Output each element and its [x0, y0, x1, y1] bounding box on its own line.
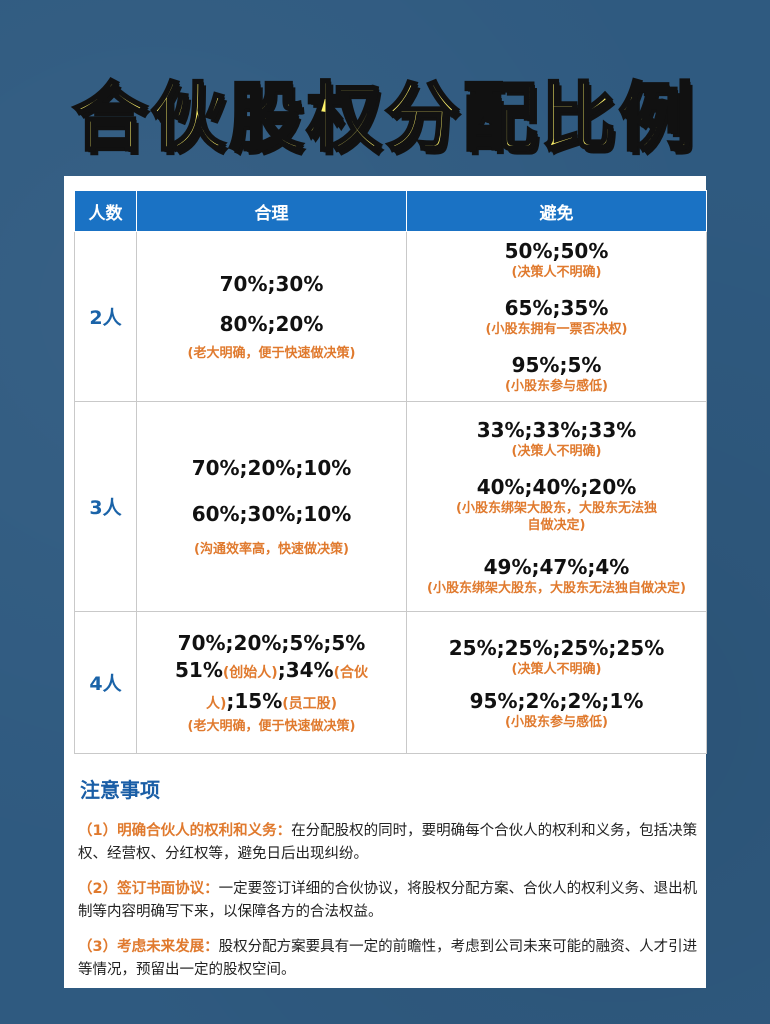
row-count: 4人 — [74, 611, 137, 754]
notice-item: （3）考虑未来发展：股权分配方案要具有一定的前瞻性，考虑到公司未来可能的融资、人… — [78, 939, 698, 978]
notice-heading: 注意事项 — [75, 774, 189, 806]
content-card: 人数 合理 避免 2人 70%;30% 80%;20% (老大明确，便于快速做决… — [64, 176, 707, 988]
reasonable-cell: 70%;30% 80%;20% (老大明确，便于快速做决策) — [136, 231, 407, 402]
note-text: (沟通效率高，快速做决策) — [194, 542, 349, 557]
table-row: 3人 70%;20%;10% 60%;30%;10% (沟通效率高，快速做决策)… — [74, 401, 707, 612]
notice-item: （2）签订书面协议：一定要签订详细的合伙协议，将股权分配方案、合伙人的权利义务、… — [78, 881, 698, 920]
ratio-text: 70%;20%;5%;5% — [177, 631, 366, 655]
header-reasonable: 合理 — [136, 190, 407, 232]
reasonable-cell: 70%;20%;5%;5% 51%(创始人);34%(合伙人);15%(员工股)… — [136, 611, 407, 754]
ratio-text: 40%;40%;20% — [476, 474, 637, 499]
ratio-text: 33%;33%;33% — [476, 417, 637, 442]
reasonable-cell: 70%;20%;10% 60%;30%;10% (沟通效率高，快速做决策) — [136, 401, 407, 612]
note-text: (小股东参与感低) — [505, 379, 608, 394]
note-text: (小股东参与感低) — [505, 714, 608, 730]
note-text: (小股东拥有一票否决权) — [485, 322, 628, 337]
note-text: (决策人不明确) — [511, 661, 602, 677]
equity-table: 人数 合理 避免 2人 70%;30% 80%;20% (老大明确，便于快速做决… — [74, 190, 707, 754]
avoid-cell: 25%;25%;25%;25% (决策人不明确) 95%;2%;2%;1% (小… — [406, 611, 707, 754]
ratio-text: 60%;30%;10% — [191, 502, 352, 526]
note-text: (小股东绑架大股东，大股东无法独自做决定) — [456, 500, 657, 533]
note-text: (老大明确，便于快速做决策) — [187, 346, 356, 361]
avoid-cell: 50%;50% (决策人不明确) 65%;35% (小股东拥有一票否决权) 95… — [406, 231, 707, 402]
ratio-text: 49%;47%;4% — [483, 554, 630, 579]
row-count: 2人 — [74, 231, 137, 402]
note-text: (小股东绑架大股东，大股东无法独自做决定) — [427, 580, 686, 596]
notice-item: （1）明确合伙人的权利和义务：在分配股权的同时，要明确每个合伙人的权利和义务，包… — [78, 823, 698, 862]
note-text: (决策人不明确) — [511, 265, 602, 280]
page-title: 合伙股权分配比例 — [72, 74, 697, 163]
header-avoid: 避免 — [406, 190, 707, 232]
ratio-text: 25%;25%;25%;25% — [448, 635, 665, 660]
note-text: (决策人不明确) — [511, 443, 602, 459]
table-header-row: 人数 合理 避免 — [74, 190, 707, 232]
row-count: 3人 — [74, 401, 137, 612]
ratio-text: 70%;30% — [219, 272, 324, 296]
ratio-text: 80%;20% — [219, 312, 324, 336]
table-row: 4人 70%;20%;5%;5% 51%(创始人);34%(合伙人);15%(员… — [74, 611, 707, 754]
avoid-cell: 33%;33%;33% (决策人不明确) 40%;40%;20% (小股东绑架大… — [406, 401, 707, 612]
note-text: (老大明确，便于快速做决策) — [187, 719, 356, 734]
ratio-text: 70%;20%;10% — [191, 456, 352, 480]
table-row: 2人 70%;30% 80%;20% (老大明确，便于快速做决策) 50%;50… — [74, 231, 707, 402]
header-count: 人数 — [74, 190, 137, 232]
founder-split-text: 51%(创始人);34%(合伙人);15%(员工股) — [175, 658, 368, 713]
ratio-text: 95%;2%;2%;1% — [469, 688, 644, 713]
ratio-text: 95%;5% — [511, 353, 602, 377]
ratio-text: 65%;35% — [504, 296, 609, 320]
ratio-text: 50%;50% — [504, 239, 609, 263]
